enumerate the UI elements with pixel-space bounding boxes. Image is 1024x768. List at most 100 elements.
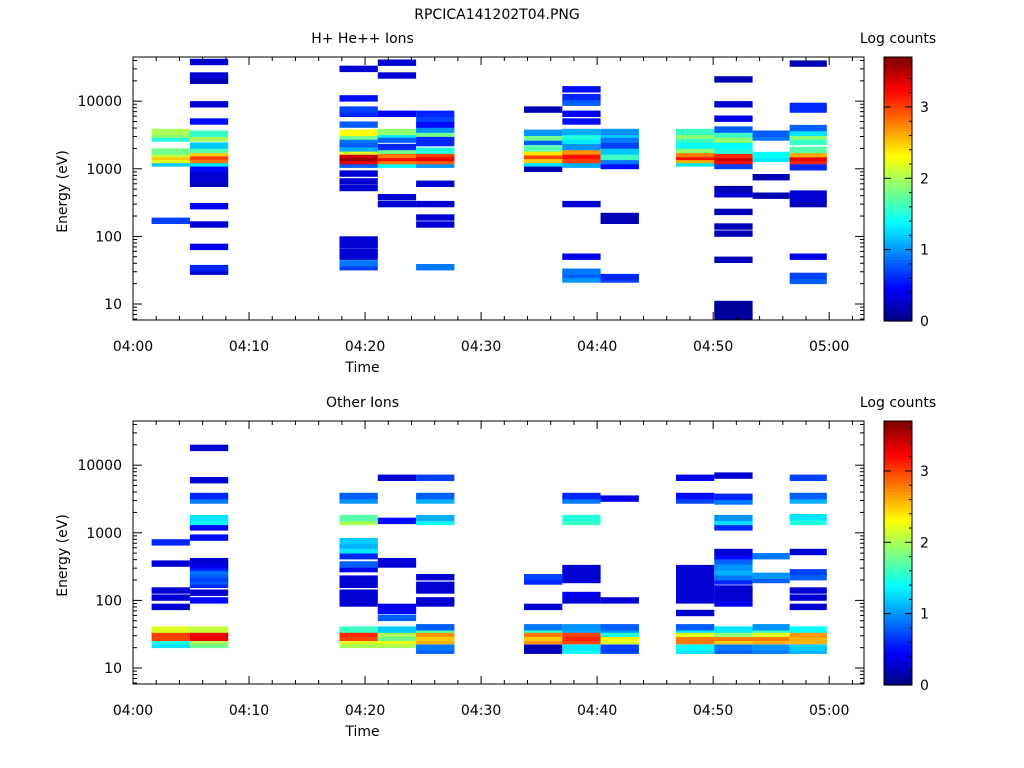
- colorbar-segment: [884, 608, 912, 613]
- heatmap-cell: [714, 256, 753, 263]
- plot-frame: [132, 56, 865, 321]
- heatmap-cell: [377, 474, 417, 481]
- colorbar-segment: [884, 544, 912, 548]
- figure-title: RPCICA141202T04.PNG: [414, 7, 579, 23]
- heatmap-cell: [676, 136, 715, 143]
- y-axis-label: Energy (eV): [55, 514, 71, 597]
- heatmap-cell: [524, 624, 563, 631]
- heatmap-cell: [789, 60, 827, 67]
- colorbar-segment: [884, 268, 912, 272]
- colorbar-segment: [884, 62, 912, 67]
- heatmap-cell: [714, 472, 753, 479]
- colorbar-segment: [884, 253, 912, 258]
- heatmap-cell: [189, 243, 229, 251]
- colorbar-segment: [884, 576, 912, 580]
- heatmap-cell: [339, 600, 378, 607]
- heatmap-cell: [714, 493, 753, 500]
- heatmap-cell: [416, 221, 455, 228]
- heatmap-cell: [151, 135, 190, 142]
- colorbar-segment: [884, 509, 912, 513]
- colorbar-segment: [884, 206, 912, 211]
- colorbar-segment: [884, 59, 912, 64]
- heatmap-cell: [562, 276, 601, 283]
- heatmap-cell: [416, 492, 455, 500]
- heatmap-cell: [377, 634, 417, 641]
- colorbar-tick-label: 2: [920, 535, 929, 551]
- heatmap-cell: [752, 553, 790, 560]
- heatmap-cell: [714, 637, 753, 645]
- heatmap-cell: [789, 569, 827, 576]
- heatmap-cell: [189, 118, 229, 125]
- x-axis-label: Time: [344, 724, 379, 740]
- heatmap-cell: [714, 574, 753, 581]
- heatmap-cell: [189, 77, 229, 84]
- colorbar-segment: [884, 441, 912, 446]
- colorbar-segment: [884, 641, 912, 645]
- heatmap-cell: [416, 581, 455, 588]
- heatmap-cell: [416, 139, 455, 147]
- heatmap-cell: [752, 624, 790, 631]
- colorbar-segment: [884, 121, 912, 126]
- heatmap-cell: [189, 150, 229, 157]
- colorbar-segment: [884, 174, 912, 178]
- y-tick-label: 10: [104, 661, 122, 677]
- heatmap-cell: [339, 260, 378, 267]
- colorbar-segment: [884, 136, 912, 140]
- colorbar-segment: [884, 553, 912, 557]
- heatmap-cell: [377, 603, 417, 611]
- colorbar-segment: [884, 602, 912, 607]
- heatmap-cell: [714, 147, 753, 154]
- heatmap-cell: [600, 630, 639, 637]
- colorbar-segment: [884, 74, 912, 79]
- colorbar-tick-label: 2: [920, 171, 929, 187]
- heatmap-cell: [189, 626, 229, 633]
- colorbar-segment: [884, 282, 912, 287]
- heatmap-cell: [151, 637, 190, 645]
- colorbar-segment: [884, 646, 912, 651]
- heatmap-cell: [714, 578, 753, 585]
- heatmap-cell: [600, 142, 639, 149]
- heatmap-cell: [676, 578, 715, 585]
- heatmap-cell: [562, 137, 601, 144]
- heatmap-cell: [377, 128, 417, 136]
- heatmap-cell: [562, 569, 601, 576]
- heatmap-cell: [339, 594, 378, 601]
- heatmap-cell: [339, 145, 378, 152]
- heatmap-cell: [416, 126, 455, 133]
- heatmap-cell: [524, 138, 563, 146]
- heatmap-cell: [416, 630, 455, 637]
- heatmap-cell: [752, 634, 790, 641]
- heatmap-cell: [789, 106, 827, 113]
- heatmap-cell: [339, 248, 378, 255]
- colorbar-tick-label: 1: [920, 243, 929, 259]
- colorbar-segment: [884, 570, 912, 575]
- heatmap-cell: [189, 221, 229, 228]
- heatmap-cell: [562, 156, 601, 164]
- heatmap-cell: [600, 217, 639, 224]
- heatmap-cell: [562, 564, 601, 572]
- y-axis-label: Energy (eV): [55, 150, 71, 233]
- heatmap-cell: [416, 634, 455, 641]
- heatmap-cell: [562, 268, 601, 275]
- heatmap-cell: [676, 634, 715, 641]
- heatmap-cell: [151, 594, 190, 601]
- colorbar-segment: [884, 579, 912, 583]
- colorbar-segment: [884, 271, 912, 275]
- colorbar-segment: [884, 561, 912, 566]
- heatmap-cell: [151, 603, 190, 611]
- heatmap-cell: [189, 203, 229, 210]
- heatmap-cell: [714, 594, 753, 601]
- heatmap-cell: [416, 130, 455, 137]
- heatmap-cell: [562, 253, 601, 260]
- heatmap-cell: [339, 151, 378, 159]
- heatmap-cell: [339, 518, 378, 526]
- heatmap-cell: [339, 110, 378, 117]
- colorbar-segment: [884, 86, 912, 90]
- heatmap-cell: [676, 132, 715, 139]
- colorbar-segment: [884, 250, 912, 255]
- heatmap-cell: [189, 135, 229, 142]
- heatmap-cell: [416, 115, 455, 122]
- heatmap-cell: [789, 124, 827, 132]
- heatmap-cell: [377, 136, 417, 143]
- colorbar-segment: [884, 57, 912, 61]
